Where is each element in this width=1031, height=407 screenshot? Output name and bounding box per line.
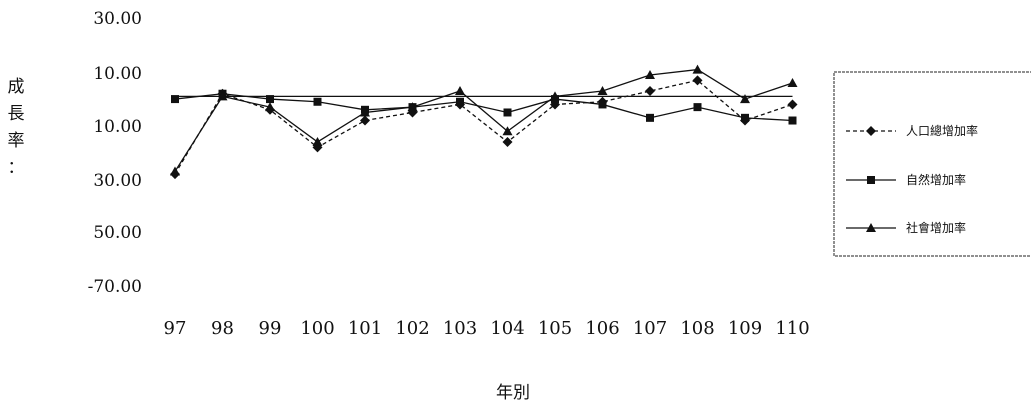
y-tick-label: 30.00 [93, 171, 142, 191]
data-point [217, 91, 228, 101]
x-tick-label: 97 [164, 318, 187, 339]
data-point [550, 91, 560, 101]
legend-marker [866, 223, 876, 232]
data-point [787, 99, 798, 110]
y-tick-label: -70.00 [88, 277, 142, 297]
y-axis-title-char: 長 [8, 104, 25, 124]
x-axis-title: 年別 [496, 383, 530, 403]
data-point [455, 86, 465, 96]
data-point [266, 95, 274, 104]
data-point [692, 75, 703, 86]
data-point [502, 126, 513, 136]
legend-item: 人口總增加率 [846, 123, 978, 138]
data-point [787, 78, 798, 87]
y-tick-label: 10.00 [93, 117, 142, 137]
x-tick-label: 106 [585, 318, 619, 339]
data-point [503, 108, 512, 117]
legend-marker [866, 126, 876, 136]
legend-marker [867, 176, 875, 184]
y-axis: 30.00 10.00 10.00 30.00 50.00 -70.00 [88, 9, 142, 297]
y-tick-label: 30.00 [93, 9, 142, 29]
data-point [313, 97, 322, 106]
legend-label: 社會增加率 [906, 220, 966, 235]
data-point [597, 86, 608, 96]
x-tick-label: 100 [300, 318, 334, 339]
data-point [740, 94, 750, 104]
legend-item: 社會增加率 [846, 220, 966, 235]
y-axis-title-char: 成 [8, 77, 25, 97]
data-point [171, 95, 179, 104]
x-tick-label: 104 [490, 318, 524, 339]
series-0 [170, 75, 798, 180]
series-line [174, 68, 793, 172]
data-point [741, 113, 749, 122]
y-tick-label: 50.00 [93, 223, 142, 243]
data-point [170, 166, 180, 176]
x-tick-label: 110 [775, 318, 809, 339]
data-point [265, 102, 275, 112]
y-axis-title-char: ： [8, 158, 25, 178]
x-tick-label: 105 [538, 318, 572, 339]
x-tick-label: 99 [259, 318, 282, 339]
x-tick-label: 109 [728, 318, 762, 339]
legend-label: 自然增加率 [906, 172, 966, 187]
x-tick-label: 108 [680, 318, 714, 339]
data-point [360, 107, 370, 117]
y-tick-label: 10.00 [93, 64, 142, 84]
data-point [407, 102, 418, 112]
data-point [360, 115, 370, 126]
data-point [692, 64, 703, 74]
x-tick-label: 102 [395, 318, 429, 339]
data-point [456, 97, 464, 106]
series-line [174, 93, 793, 122]
x-tick-label: 103 [443, 318, 477, 339]
data-point [645, 86, 655, 97]
data-point [646, 113, 654, 122]
series-2 [170, 64, 798, 176]
y-axis-title-char: 率 [8, 131, 25, 151]
x-tick-label: 101 [348, 318, 382, 339]
x-axis: 97 98 99 100 101 102 103 104 105 106 107 108 109 110 [164, 318, 810, 339]
legend-label: 人口總增加率 [906, 123, 978, 138]
plot-area [170, 64, 798, 180]
legend-item: 自然增加率 [846, 172, 966, 187]
data-point [312, 136, 323, 146]
data-point [788, 116, 797, 125]
data-point [598, 100, 607, 109]
x-tick-label: 107 [633, 318, 667, 339]
legend-box [833, 71, 1031, 257]
x-tick-label: 98 [211, 318, 234, 339]
series-line [174, 79, 793, 175]
data-point [502, 136, 513, 147]
y-axis-title: 成長率 ： [8, 77, 25, 178]
data-point [693, 103, 702, 112]
data-point [645, 69, 655, 79]
series-1 [171, 89, 797, 125]
